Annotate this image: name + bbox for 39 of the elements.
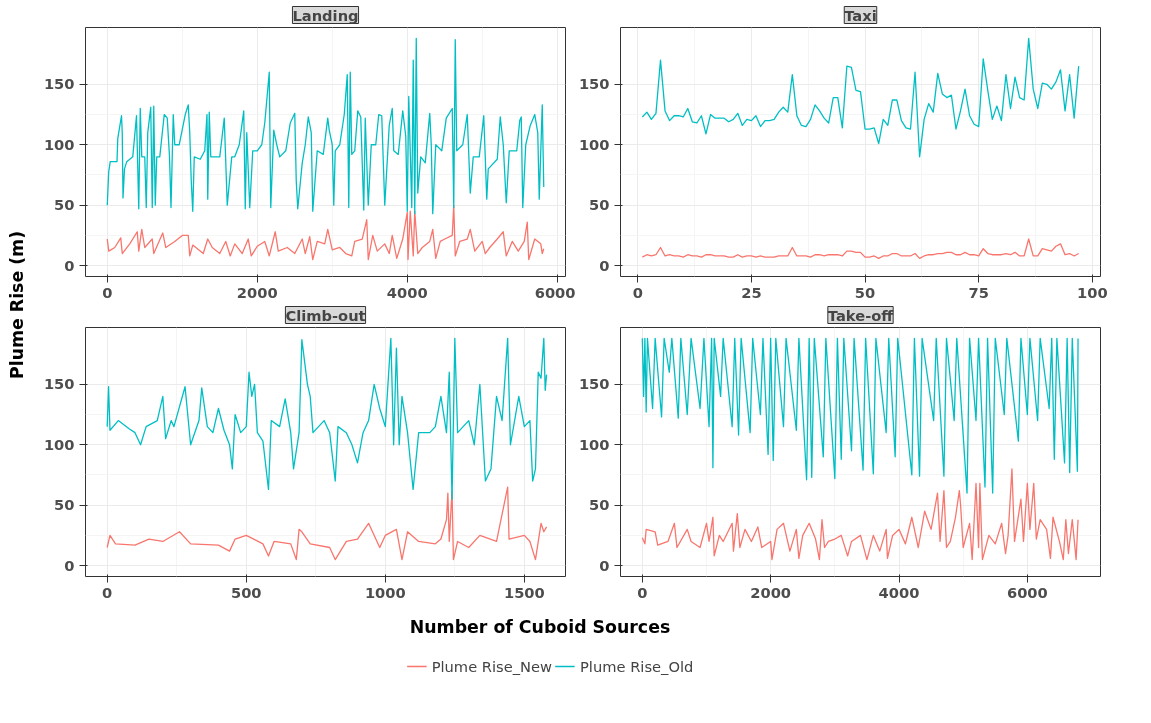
x-tick-label: 1500 — [503, 583, 545, 601]
y-tick-label: 150 — [43, 75, 75, 93]
x-tick-label: 100 — [1077, 283, 1108, 301]
chart-title: Climb-out — [285, 306, 366, 324]
x-tick-label: 1000 — [364, 583, 406, 601]
x-axis-title: Number of Cuboid Sources — [409, 616, 671, 639]
y-tick-label: 0 — [599, 256, 610, 274]
x-tick-label: 4000 — [878, 583, 920, 601]
y-tick-label: 150 — [43, 375, 75, 393]
x-tick-label: 25 — [741, 283, 762, 301]
legend-label: Plume Rise_New — [431, 657, 553, 675]
x-tick-label: 500 — [230, 583, 262, 601]
x-tick-label: 75 — [968, 283, 989, 301]
y-tick-label: 50 — [589, 496, 610, 514]
y-tick-label: 50 — [589, 196, 610, 214]
y-tick-label: 0 — [599, 556, 610, 574]
x-tick-label: 0 — [637, 583, 648, 601]
chart-title: Landing — [292, 6, 359, 24]
x-tick-label: 6000 — [534, 283, 576, 301]
x-tick-label: 6000 — [1006, 583, 1048, 601]
x-tick-label: 0 — [102, 283, 113, 301]
y-tick-label: 100 — [43, 435, 75, 453]
y-tick-label: 50 — [54, 496, 75, 514]
y-tick-label: 50 — [54, 196, 75, 214]
x-tick-label: 50 — [854, 283, 876, 301]
y-tick-label: 100 — [43, 135, 75, 153]
legend-label: Plume Rise_Old — [580, 657, 694, 675]
x-tick-label: 0 — [102, 583, 113, 601]
x-tick-label: 2000 — [750, 583, 792, 601]
y-tick-label: 150 — [578, 75, 610, 93]
y-tick-label: 100 — [578, 435, 610, 453]
y-tick-label: 150 — [578, 375, 610, 393]
y-axis-title: Plume Rise (m) — [6, 230, 28, 380]
y-tick-label: 0 — [64, 556, 75, 574]
y-tick-label: 0 — [64, 256, 75, 274]
y-tick-label: 100 — [578, 135, 610, 153]
x-tick-label: 4000 — [386, 283, 428, 301]
x-tick-label: 2000 — [236, 283, 278, 301]
x-tick-label: 0 — [632, 283, 643, 301]
